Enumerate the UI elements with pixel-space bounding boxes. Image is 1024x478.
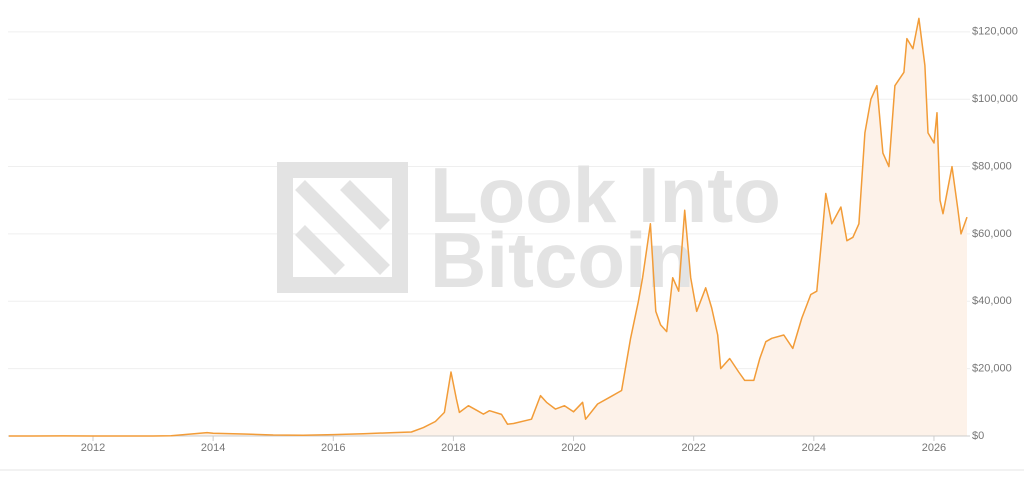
x-tick-label: 2012 [81, 442, 105, 454]
x-tick-label: 2024 [802, 442, 826, 454]
y-tick-label: $100,000 [972, 93, 1018, 105]
y-tick-label: $120,000 [972, 26, 1018, 38]
x-tick-label: 2022 [681, 442, 705, 454]
x-tick-label: 2016 [321, 442, 345, 454]
y-tick-label: $0 [972, 430, 984, 442]
watermark-logo [277, 162, 408, 293]
area [8, 18, 967, 437]
y-tick-label: $20,000 [972, 363, 1012, 375]
watermark-line: Look Into [430, 151, 781, 239]
watermark: Look Into Bitcoin [277, 151, 781, 304]
x-tick-label: 2020 [561, 442, 585, 454]
line [8, 17, 968, 437]
y-tick-label: $80,000 [972, 160, 1012, 172]
x-tick-label: 2014 [201, 442, 225, 454]
x-tick-label: 2026 [922, 442, 946, 454]
y-tick-label: $40,000 [972, 295, 1012, 307]
x-tick-label: 2018 [441, 442, 465, 454]
watermark-logo-mark [295, 180, 390, 275]
y-tick-label: $60,000 [972, 228, 1012, 240]
